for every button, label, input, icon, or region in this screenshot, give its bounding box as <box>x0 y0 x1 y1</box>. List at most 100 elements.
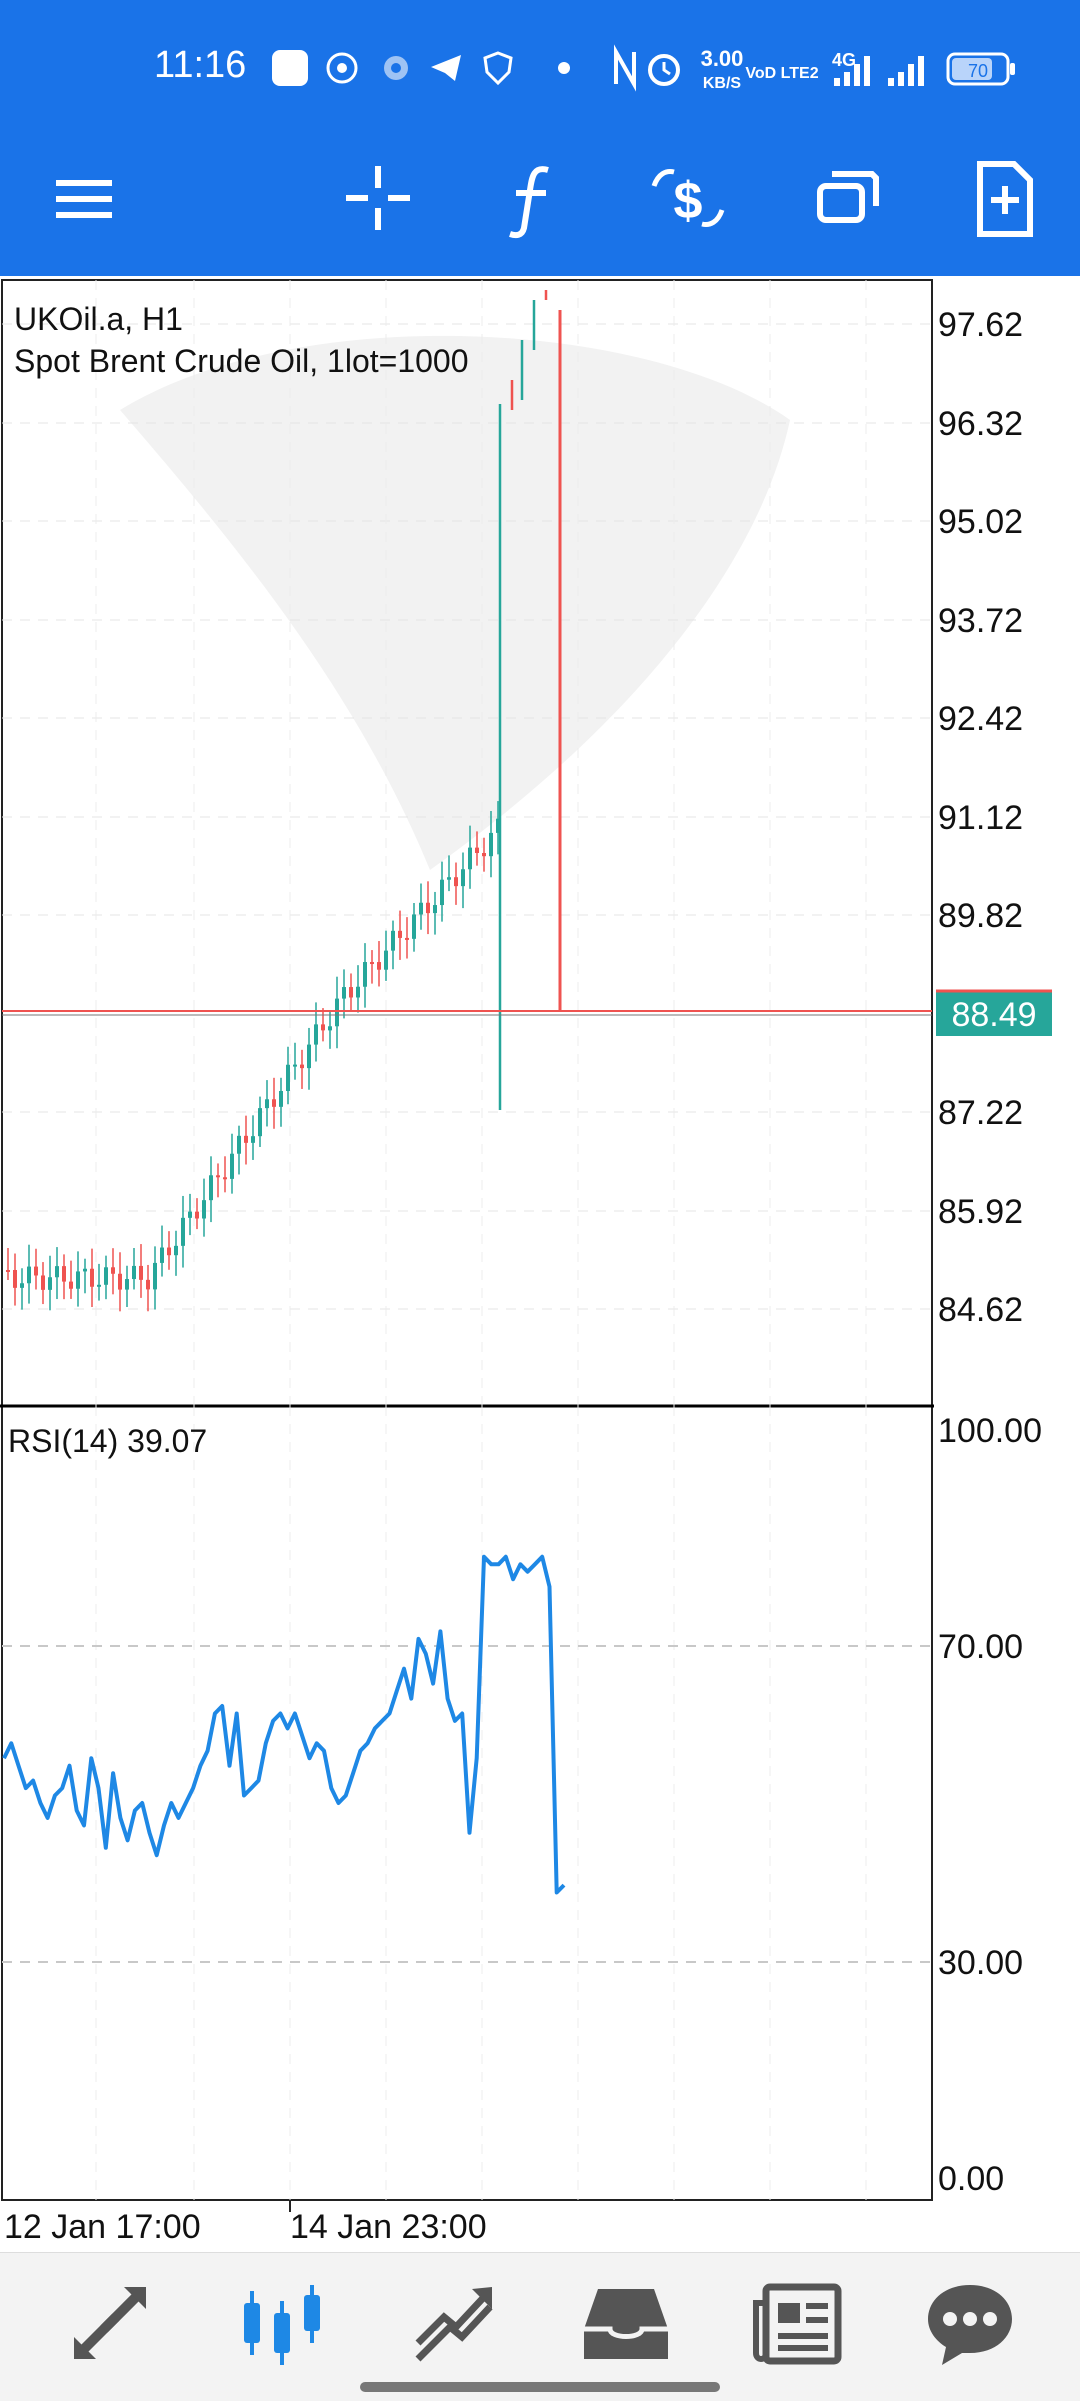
news-icon[interactable] <box>748 2273 848 2373</box>
history-inbox-icon[interactable] <box>576 2273 676 2373</box>
candle-body <box>461 869 465 887</box>
candle-body <box>6 1270 10 1272</box>
candle-body <box>335 998 339 1027</box>
windows-icon[interactable] <box>800 150 896 246</box>
dot-icon <box>558 62 570 74</box>
top-app-bar: 11:16 3.00 KB/S VoD LTE2 4G 70 <box>0 0 1080 276</box>
symbol-label: UKOil.a, H1 <box>14 301 183 337</box>
candle-body <box>181 1217 185 1246</box>
candle-body <box>104 1267 108 1285</box>
candlesticks <box>6 290 562 1312</box>
candle-body <box>48 1277 52 1290</box>
price-tick: 92.42 <box>938 700 1023 738</box>
candle-body <box>307 1044 311 1069</box>
candle-body <box>83 1268 87 1272</box>
candle-body <box>398 930 402 938</box>
candle-body <box>146 1279 150 1290</box>
candle-body <box>223 1177 227 1180</box>
candle-body <box>244 1135 248 1143</box>
rsi-tick: 100.00 <box>938 1412 1042 1450</box>
candle-body <box>69 1281 73 1289</box>
status-indicators: 3.00 KB/S VoD LTE2 4G 70 <box>614 44 1015 92</box>
current-price-badge <box>936 990 1052 1036</box>
rsi-axis: 100.00 70.00 30.00 0.00 <box>938 1412 1042 2198</box>
candle-body <box>230 1153 234 1179</box>
candle-body <box>118 1273 122 1290</box>
candle-body <box>139 1265 143 1280</box>
function-icon[interactable] <box>486 150 582 246</box>
chat-icon[interactable] <box>920 2273 1020 2373</box>
candle-body <box>300 1064 304 1069</box>
time-label: 12 Jan 17:00 <box>4 2208 201 2246</box>
alarm-icon <box>648 54 680 86</box>
price-axis: 97.62 96.32 95.02 93.72 92.42 91.12 89.8… <box>938 306 1023 1329</box>
chart-candles-icon[interactable] <box>232 2273 332 2373</box>
candle-body <box>20 1283 24 1288</box>
candle-body <box>209 1175 213 1201</box>
candle-body <box>216 1175 220 1178</box>
price-tick: 87.22 <box>938 1094 1023 1132</box>
symbol-description: Spot Brent Crude Oil, 1lot=1000 <box>14 343 469 379</box>
candle-body <box>482 853 486 857</box>
battery-level: 70 <box>968 61 988 81</box>
shield-icon <box>483 51 513 86</box>
price-tick: 85.92 <box>938 1193 1023 1231</box>
candle-body <box>237 1135 241 1154</box>
candle-body <box>384 950 388 970</box>
crosshair-icon[interactable] <box>330 150 426 246</box>
net-speed-unit: KB/S <box>703 75 742 92</box>
candle-body <box>160 1247 164 1263</box>
candle-body <box>293 1064 297 1067</box>
home-indicator[interactable] <box>360 2382 720 2392</box>
candle-body <box>272 1099 276 1107</box>
candle-body <box>34 1266 38 1276</box>
candle-body <box>258 1108 262 1137</box>
candle-body <box>55 1266 59 1278</box>
candle-body <box>251 1136 255 1143</box>
signal-icon <box>888 56 924 86</box>
price-tick: 89.82 <box>938 897 1023 935</box>
candle-body <box>265 1099 269 1109</box>
candle-body <box>356 986 360 998</box>
candle-body <box>454 877 458 887</box>
new-document-icon[interactable] <box>956 150 1052 246</box>
watermark-logo <box>120 335 790 870</box>
candle-body <box>363 962 367 987</box>
candle-body <box>195 1211 199 1219</box>
candle-body <box>314 1024 318 1045</box>
candle-body <box>433 905 437 914</box>
candle-body <box>279 1090 283 1107</box>
bottom-navigation <box>0 2252 1080 2401</box>
candle-body <box>188 1211 192 1218</box>
time-label: 14 Jan 23:00 <box>290 2208 487 2246</box>
candle-body <box>328 1026 332 1031</box>
network-type: 4G <box>832 50 856 70</box>
candle-body <box>412 914 416 939</box>
candle-body <box>153 1262 157 1290</box>
candle-body <box>167 1247 171 1256</box>
candle-body <box>174 1245 178 1256</box>
current-price-value: 88.49 <box>951 996 1036 1034</box>
rsi-tick: 0.00 <box>938 2160 1004 2198</box>
rsi-tick: 70.00 <box>938 1628 1023 1666</box>
quotes-icon[interactable] <box>60 2273 160 2373</box>
candle-body <box>286 1064 290 1091</box>
chart-area[interactable]: UKOil.a, H1 Spot Brent Crude Oil, 1lot=1… <box>0 276 1080 2250</box>
dollar-exchange-icon[interactable]: $ <box>640 150 736 246</box>
candle-body <box>13 1270 17 1288</box>
candle-body <box>468 847 472 870</box>
candle-body <box>76 1271 80 1289</box>
battery-icon: 70 <box>946 52 1015 86</box>
svg-text:$: $ <box>674 172 703 230</box>
candle-body <box>349 987 353 998</box>
candle-body <box>62 1266 66 1282</box>
candle-body <box>475 847 479 854</box>
rsi-tick: 30.00 <box>938 1944 1023 1982</box>
candle-body <box>419 902 423 915</box>
signal-icon <box>834 56 870 86</box>
candle-body <box>377 962 381 970</box>
rsi-line <box>2 1554 566 1895</box>
trade-icon[interactable] <box>404 2273 504 2373</box>
menu-icon[interactable] <box>36 150 132 246</box>
price-tick: 96.32 <box>938 405 1023 443</box>
